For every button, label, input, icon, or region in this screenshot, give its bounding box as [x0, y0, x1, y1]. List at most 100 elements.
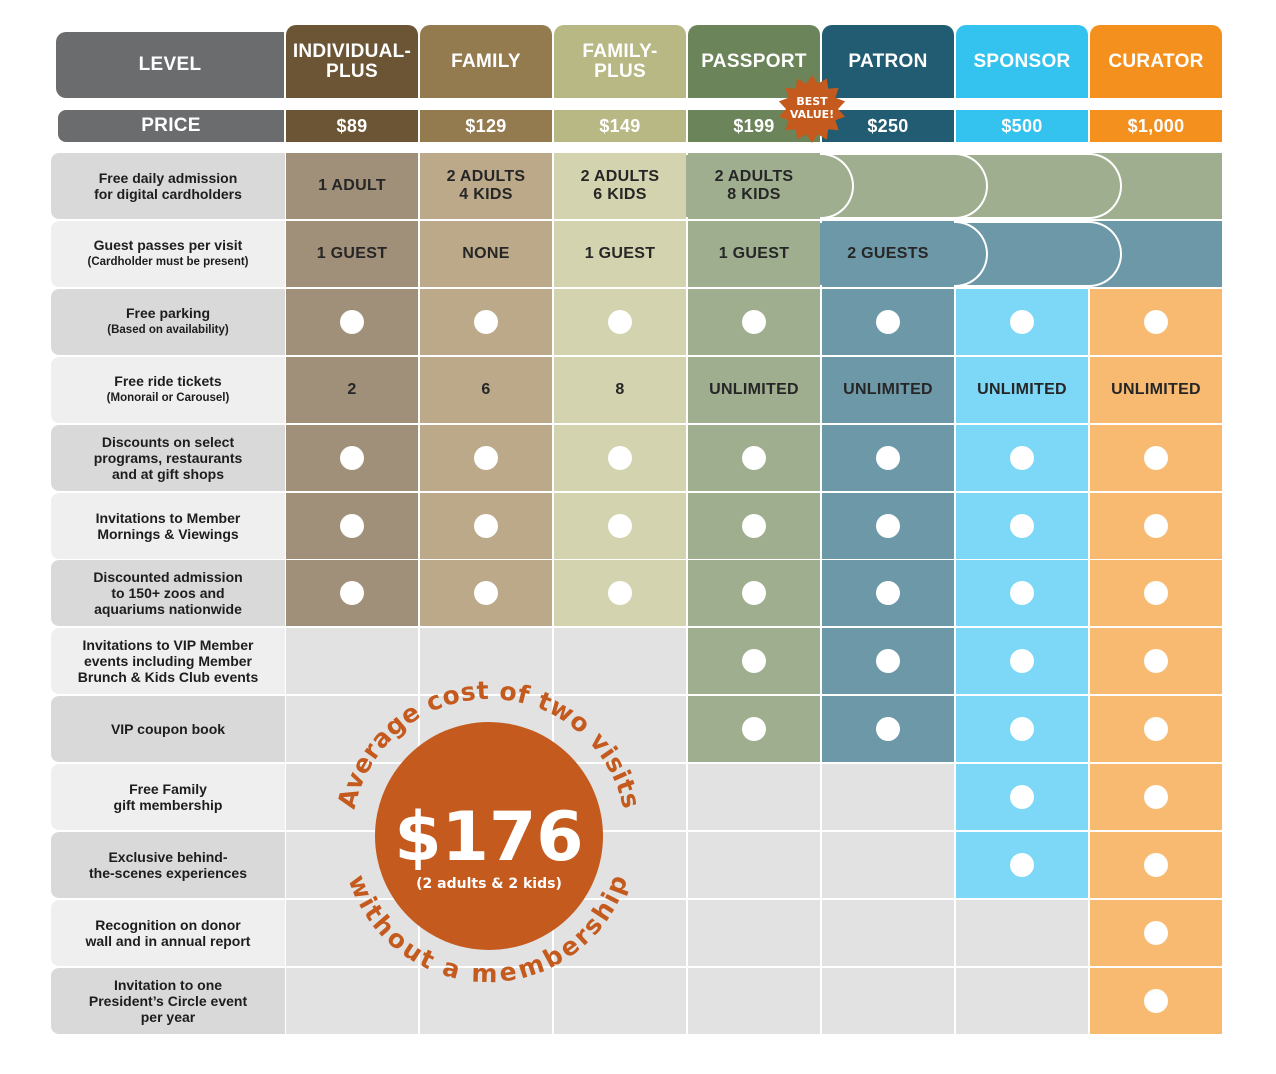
included-dot-icon: [1144, 445, 1168, 470]
cell-r4-c0: [286, 424, 418, 491]
cell-r0-c2: 2 ADULTS 6 KIDS: [554, 153, 686, 219]
cell-r6-c5: [956, 560, 1088, 627]
row-label-11: Recognition on donor wall and in annual …: [51, 899, 285, 966]
level-header-1: FAMILY: [420, 25, 552, 98]
cell-r0-c1: 2 ADULTS 4 KIDS: [420, 153, 552, 219]
cell-r7-c1: [420, 628, 552, 695]
cell-r1-c1: NONE: [420, 220, 552, 287]
cell-r3-c5: UNLIMITED: [956, 356, 1088, 423]
row-label-text: Discounted admission to 150+ zoos and aq…: [93, 569, 243, 618]
included-dot-icon: [742, 513, 766, 538]
level-header-6: CURATOR: [1090, 25, 1222, 98]
cell-r0-c3: 2 ADULTS 8 KIDS: [688, 153, 820, 219]
included-dot-icon: [608, 445, 632, 470]
cell-r2-c1: [420, 288, 552, 355]
row-label-text: Free parking: [125, 305, 211, 322]
cell-r5-c6: [1090, 492, 1222, 559]
cell-r7-c6: [1090, 628, 1222, 695]
included-dot-icon: [1010, 309, 1034, 334]
included-dot-icon: [1144, 581, 1168, 606]
included-dot-icon: [608, 581, 632, 606]
best-value-star: [778, 75, 846, 143]
included-dot-icon: [742, 581, 766, 606]
cell-r10-c6: [1090, 832, 1222, 898]
cell-r8-c4: [822, 696, 954, 763]
cell-r12-c1: [420, 967, 552, 1034]
included-dot-icon: [340, 581, 364, 606]
cell-r7-c2: [554, 628, 686, 695]
cell-r6-c6: [1090, 560, 1222, 627]
row-label-12: Invitation to one President’s Circle eve…: [51, 967, 285, 1034]
row-label-5: Invitations to Member Mornings & Viewing…: [51, 492, 285, 559]
level-price-2: $149: [554, 110, 686, 142]
row-label-8: VIP coupon book: [51, 696, 285, 763]
cell-r3-c1: 6: [420, 356, 552, 423]
price-header: PRICE: [58, 110, 284, 142]
cell-r10-c3: [688, 832, 820, 898]
row-label-text: Recognition on donor wall and in annual …: [85, 916, 251, 949]
cell-r9-c6: [1090, 764, 1222, 831]
level-header-2: FAMILY- PLUS: [554, 25, 686, 98]
cell-r4-c1: [420, 424, 552, 491]
cell-r5-c3: [688, 492, 820, 559]
row-label-text: Discounts on select programs, restaurant…: [93, 433, 243, 482]
included-dot-icon: [340, 513, 364, 538]
cell-r9-c4: [822, 764, 954, 831]
included-dot-icon: [742, 445, 766, 470]
level-price-5: $500: [956, 110, 1088, 142]
cell-r7-c3: [688, 628, 820, 695]
cell-r4-c3: [688, 424, 820, 491]
cell-r11-c4: [822, 899, 954, 966]
included-dot-icon: [742, 309, 766, 334]
cell-r6-c2: [554, 560, 686, 627]
cell-r6-c3: [688, 560, 820, 627]
cell-r11-c6: [1090, 899, 1222, 966]
cell-r5-c5: [956, 492, 1088, 559]
included-dot-icon: [1010, 513, 1034, 538]
included-dot-icon: [876, 513, 900, 538]
row-label-text: Exclusive behind- the-scenes experiences: [89, 849, 247, 881]
included-dot-icon: [876, 581, 900, 606]
included-dot-icon: [1144, 785, 1168, 810]
included-dot-icon: [1144, 988, 1168, 1013]
cell-r8-c5: [956, 696, 1088, 763]
included-dot-icon: [876, 717, 900, 742]
cell-r10-c4: [822, 832, 954, 898]
level-price-0: $89: [286, 110, 418, 142]
row-label-text: Free Family gift membership: [113, 781, 223, 814]
cell-r8-c6: [1090, 696, 1222, 763]
level-price-6: $1,000: [1090, 110, 1222, 142]
row-label-note: (Cardholder must be present): [87, 256, 249, 269]
cell-r1-c3: 1 GUEST: [688, 220, 820, 287]
best-value-line1: BEST: [796, 95, 828, 108]
included-dot-icon: [474, 309, 498, 334]
cell-r4-c4: [822, 424, 954, 491]
row-label-2: Free parking (Based on availability): [51, 288, 285, 355]
included-dot-icon: [742, 649, 766, 674]
cell-r1-c0: 1 GUEST: [286, 220, 418, 287]
cell-r6-c0: [286, 560, 418, 627]
row-label-text: Free ride tickets: [114, 373, 222, 390]
cell-r12-c0: [286, 967, 418, 1034]
row-label-0: Free daily admission for digital cardhol…: [51, 153, 285, 219]
row-label-10: Exclusive behind- the-scenes experiences: [51, 832, 285, 898]
included-dot-icon: [876, 649, 900, 674]
included-dot-icon: [876, 445, 900, 470]
included-dot-icon: [474, 581, 498, 606]
cell-r2-c4: [822, 288, 954, 355]
included-dot-icon: [1144, 513, 1168, 538]
included-dot-icon: [1144, 920, 1168, 945]
promo-amount: $176: [394, 798, 583, 877]
cell-r11-c3: [688, 899, 820, 966]
cell-r2-c2: [554, 288, 686, 355]
cell-r2-c3: [688, 288, 820, 355]
cell-r5-c0: [286, 492, 418, 559]
cell-r6-c4: [822, 560, 954, 627]
cell-r12-c3: [688, 967, 820, 1034]
row-label-note: (Monorail or Carousel): [106, 392, 230, 405]
cell-r11-c0: [286, 899, 418, 966]
cell-r4-c6: [1090, 424, 1222, 491]
level-header-5: SPONSOR: [956, 25, 1088, 98]
